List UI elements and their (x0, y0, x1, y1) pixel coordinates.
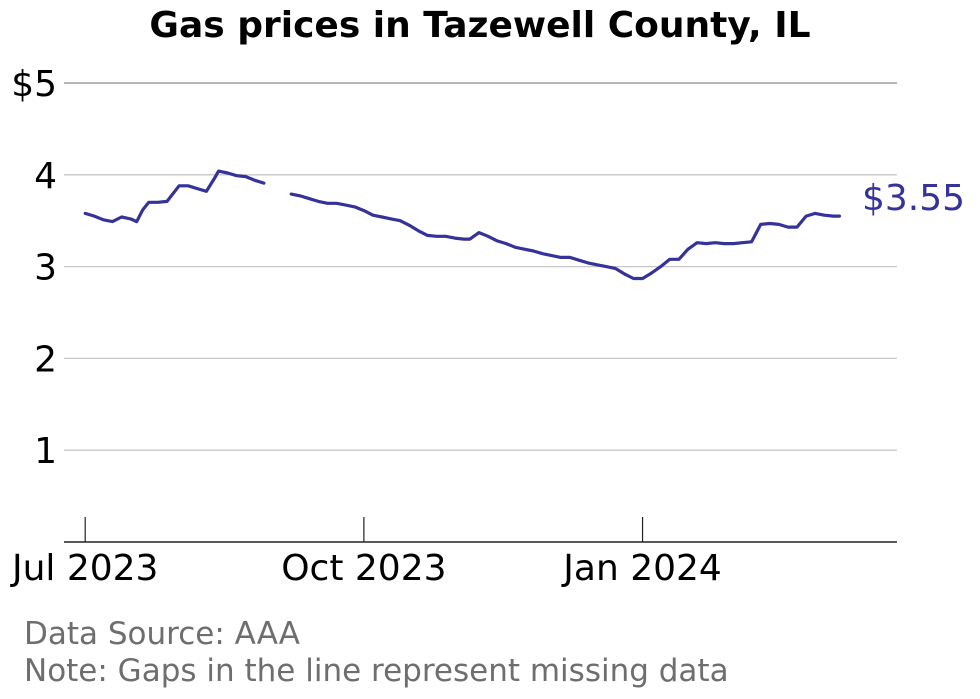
x-tick-label: Oct 2023 (281, 548, 446, 589)
y-tick-label: 3 (34, 248, 57, 289)
y-axis-ticks: 1 2 3 4 $5 (11, 64, 57, 472)
gridlines (64, 82, 897, 451)
x-tick-label: Jan 2024 (561, 548, 722, 589)
price-line-segment (289, 192, 841, 281)
missing-data-note: Note: Gaps in the line represent missing… (24, 653, 729, 689)
y-tick-label: 1 (34, 431, 57, 472)
price-line-segment (83, 169, 266, 224)
x-tick-label: Jul 2023 (10, 548, 159, 589)
gas-price-chart: Gas prices in Tazewell County, IL 1 2 3 4 $5… (10, 5, 965, 589)
data-source-note: Data Source: AAA (24, 616, 300, 652)
y-tick-label: 4 (34, 156, 57, 197)
y-tick-label: 2 (34, 339, 57, 380)
y-tick-label: $5 (11, 64, 57, 105)
latest-price-label: $3.55 (862, 178, 965, 219)
chart-title: Gas prices in Tazewell County, IL (149, 5, 810, 46)
x-axis: Jul 2023 Oct 2023 Jan 2024 (10, 517, 897, 589)
price-line (83, 169, 841, 281)
